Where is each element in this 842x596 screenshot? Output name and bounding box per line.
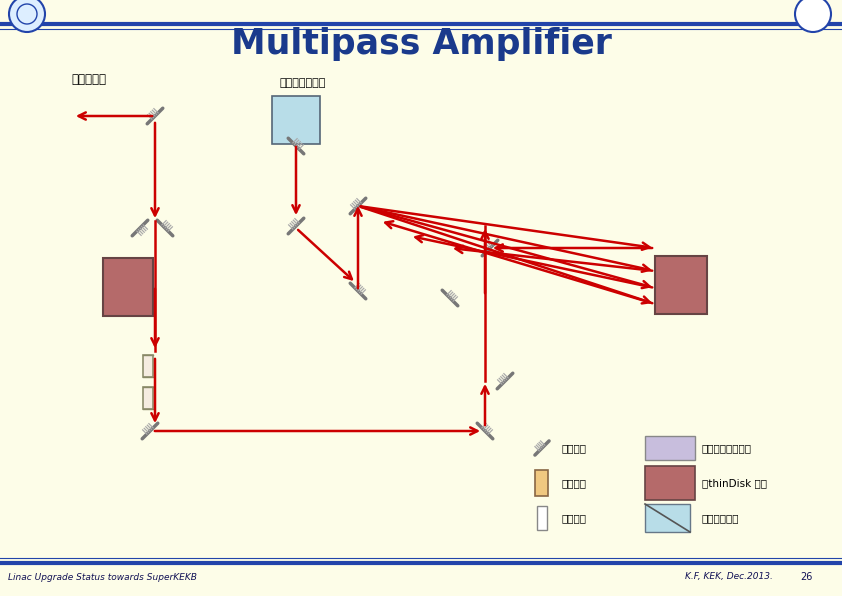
- Text: ：波長監: ：波長監: [562, 478, 587, 488]
- Text: ：ボラライザ: ：ボラライザ: [702, 513, 739, 523]
- Text: 波長変換へ: 波長変換へ: [71, 73, 106, 86]
- Text: ：ミラー: ：ミラー: [562, 443, 587, 453]
- Bar: [272, 96, 320, 144]
- Circle shape: [9, 0, 45, 32]
- Bar: [655, 256, 707, 314]
- Bar: [143, 355, 153, 377]
- Bar: [645, 466, 695, 500]
- Bar: [537, 506, 547, 530]
- Bar: [535, 470, 548, 496]
- Bar: [645, 504, 690, 532]
- Bar: [645, 436, 695, 460]
- Text: ：ポッケルスセル: ：ポッケルスセル: [702, 443, 752, 453]
- Text: Linac Upgrade Status towards SuperKEKB: Linac Upgrade Status towards SuperKEKB: [8, 573, 197, 582]
- Text: Multipass Amplifier: Multipass Amplifier: [231, 27, 611, 61]
- Circle shape: [795, 0, 831, 32]
- Bar: [103, 258, 153, 316]
- Text: 再生増幅器より: 再生増幅器より: [280, 78, 327, 88]
- Text: ：thinDisk 結品: ：thinDisk 結品: [702, 478, 767, 488]
- Text: ：レンズ: ：レンズ: [562, 513, 587, 523]
- Bar: [143, 387, 153, 409]
- Text: 26: 26: [800, 572, 813, 582]
- Text: K.F, KEK, Dec.2013.: K.F, KEK, Dec.2013.: [685, 573, 773, 582]
